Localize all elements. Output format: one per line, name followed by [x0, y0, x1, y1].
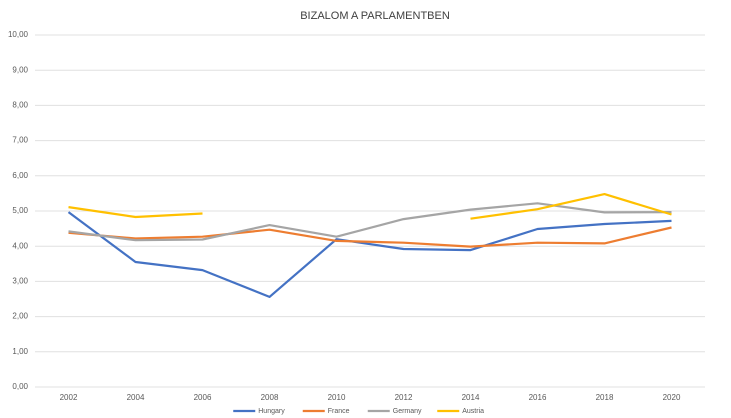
- x-tick-label: 2020: [663, 393, 681, 402]
- x-tick-label: 2018: [596, 393, 614, 402]
- y-tick-label: 7,00: [12, 136, 28, 145]
- y-tick-label: 0,00: [12, 382, 28, 391]
- series-line: [68, 202, 672, 242]
- legend-label: Germany: [393, 408, 422, 415]
- legend-label: Austria: [462, 408, 484, 415]
- x-tick-label: 2016: [529, 393, 547, 402]
- y-tick-label: 10,00: [8, 30, 29, 39]
- y-tick-label: 1,00: [12, 347, 28, 356]
- y-tick-label: 3,00: [12, 277, 28, 286]
- y-tick-label: 2,00: [12, 312, 28, 321]
- series-line: [67, 211, 672, 298]
- x-tick-label: 2006: [194, 393, 212, 402]
- x-tick-label: 2010: [328, 393, 346, 402]
- series-line: [68, 226, 672, 248]
- chart-title: BIZALOM A PARLAMENTBEN: [300, 10, 450, 22]
- y-tick-label: 8,00: [12, 101, 28, 110]
- y-tick-label: 6,00: [12, 171, 28, 180]
- x-tick-label: 2004: [127, 393, 145, 402]
- y-tick-label: 9,00: [12, 65, 28, 74]
- x-tick-label: 2008: [261, 393, 279, 402]
- legend-label: Hungary: [258, 408, 285, 415]
- legend-label: France: [328, 408, 350, 415]
- series-line: [68, 193, 672, 220]
- x-tick-label: 2012: [395, 393, 413, 402]
- x-tick-label: 2002: [60, 393, 78, 402]
- y-tick-label: 4,00: [12, 241, 28, 250]
- x-tick-label: 2014: [462, 393, 480, 402]
- y-tick-label: 5,00: [12, 206, 28, 215]
